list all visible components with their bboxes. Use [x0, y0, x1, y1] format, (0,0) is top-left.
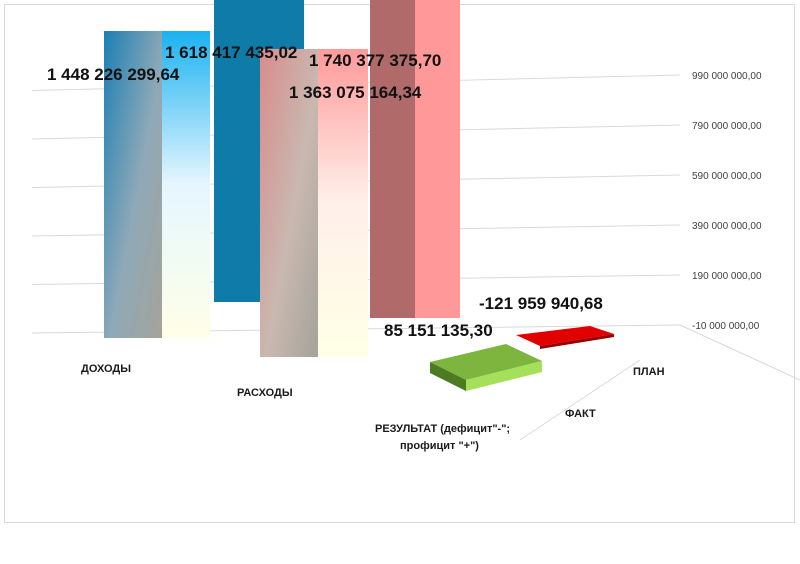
category-label: РАСХОДЫ — [237, 387, 293, 399]
bar-fact-result-top — [430, 344, 542, 380]
bar-fact-expense-front — [260, 49, 318, 357]
data-label: 1 740 377 375,70 — [309, 51, 441, 70]
y-tick-label: -10 000 000,00 — [692, 321, 760, 332]
data-label: 1 448 226 299,64 — [47, 65, 180, 84]
data-labels: 1 448 226 299,64 1 363 075 164,34 85 151 1… — [47, 43, 603, 340]
bar-fact-result-front — [430, 362, 466, 391]
data-label: 1 618 417 435,02 — [165, 43, 297, 62]
y-tick-label: 790 000 000,00 — [692, 121, 762, 132]
bar-fact-income-side — [162, 31, 210, 338]
y-tick-label: 390 000 000,00 — [692, 221, 762, 232]
y-axis-ticks: -10 000 000,00 190 000 000,00 390 000 000,… — [692, 71, 762, 332]
bar-plan-result-top — [516, 326, 614, 346]
data-label: -121 959 940,68 — [479, 294, 603, 313]
data-label: 1 363 075 164,34 — [289, 83, 422, 102]
y-tick-label: 190 000 000,00 — [692, 271, 762, 282]
series-fact — [104, 31, 542, 391]
series-axis-label: ФАКТ — [565, 408, 596, 420]
category-label: ДОХОДЫ — [81, 363, 131, 375]
bar-plan-result-side — [540, 334, 614, 349]
data-label: 85 151 135,30 — [384, 321, 493, 340]
bar-fact-income-front — [104, 31, 162, 338]
category-label: РЕЗУЛЬТАТ (дефицит"-"; — [375, 423, 510, 435]
category-label: профицит "+") — [400, 440, 479, 452]
floor-edge — [519, 359, 641, 441]
y-tick-label: 990 000 000,00 — [692, 71, 762, 82]
floor-edge — [679, 324, 800, 381]
bar-fact-expense — [260, 49, 368, 357]
bar-fact-income — [104, 31, 210, 338]
bar-fact-expense-side — [318, 49, 368, 357]
bar-plan-expense-shade — [370, 0, 415, 318]
category-labels: ДОХОДЫ РАСХОДЫ РЕЗУЛЬТАТ (дефицит"-"; профи… — [81, 363, 665, 452]
bar-fact-result-side — [466, 361, 542, 391]
series-axis-label: ПЛАН — [633, 366, 665, 378]
y-tick-label: 590 000 000,00 — [692, 171, 762, 182]
